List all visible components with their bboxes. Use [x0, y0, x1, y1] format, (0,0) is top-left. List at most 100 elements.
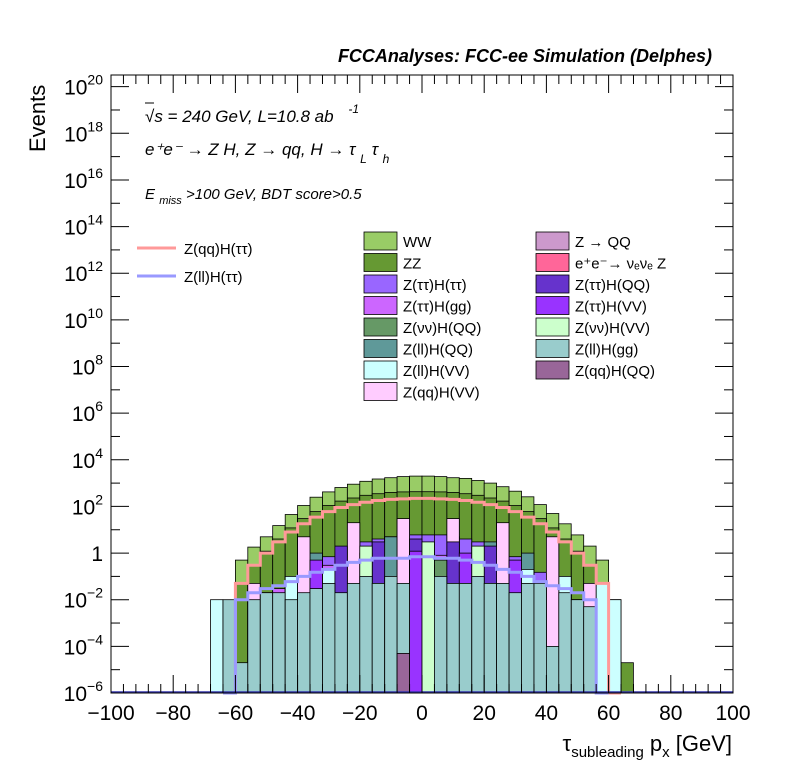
- bar-13-22: [521, 583, 535, 694]
- legend-col2-label-5: Z(ll)H(gg): [575, 342, 638, 359]
- cuts-sub: miss: [159, 195, 182, 207]
- bar-13-15: [433, 576, 448, 694]
- bar-13-4: [272, 592, 286, 694]
- bar-14-0: [396, 653, 410, 694]
- legend-col2-label-0: Z → QQ: [575, 234, 631, 251]
- legend-col2-swatch-0: [535, 231, 570, 251]
- y-tick-label-13: 1020: [64, 72, 103, 100]
- legend-col2-swatch-1: [535, 253, 570, 272]
- bar-13-18: [471, 576, 485, 694]
- x-tick-label-4: −20: [342, 702, 378, 725]
- bar-13-13: [384, 576, 398, 694]
- y-tick-label-12: 1018: [64, 118, 103, 146]
- y-tick-label-3: 1: [91, 543, 103, 566]
- bar-12-1: [421, 541, 435, 694]
- legend-col1-swatch-3: [363, 296, 398, 315]
- bar-13-10: [346, 583, 361, 694]
- y-axis-title: Events: [25, 85, 50, 152]
- legend-col1-label-1: ZZ: [403, 256, 421, 273]
- x-tick-label-7: 40: [535, 702, 558, 725]
- legend-label-left-0: Z(qq)H(ττ): [184, 241, 253, 258]
- process-sub-2: h: [383, 152, 390, 166]
- y-tick-label-9: 1012: [64, 258, 103, 286]
- y-tick-label-7: 108: [72, 352, 103, 380]
- legend-col2-label-2: Z(ττ)H(QQ): [575, 277, 650, 294]
- chart-banner: FCCAnalyses: FCC-ee Simulation (Delphes): [338, 46, 712, 66]
- bar-6-0: [210, 599, 224, 694]
- legend-col2-swatch-5: [535, 339, 570, 358]
- layer-14: [396, 653, 410, 694]
- bar-1-32: [620, 662, 634, 694]
- energy-text: √s = 240 GeV, L=10.8 ab: [145, 107, 334, 126]
- bar-13-26: [570, 599, 585, 694]
- y-tick-label-8: 1010: [64, 305, 103, 333]
- energy-exponent: -1: [348, 102, 359, 116]
- legend-col1-swatch-5: [363, 339, 398, 358]
- bar-13-6: [297, 592, 311, 694]
- bar-13-0: [222, 599, 236, 694]
- legend-col1-swatch-1: [363, 253, 398, 272]
- x-tick-label-3: −40: [280, 702, 316, 725]
- bar-13-5: [284, 599, 299, 694]
- cuts-pre: E: [145, 186, 156, 203]
- y-tick-label-11: 1016: [64, 165, 103, 193]
- bar-13-21: [508, 592, 522, 694]
- axes: −100 −80 −60 −40 −20 0 20 40 60 80 100 10−6 10−4 10−2…: [64, 72, 751, 725]
- svg-text:E miss >100 GeV, B: E miss >100 GeV, BDT score>0.5: [145, 186, 362, 208]
- legend-col1-swatch-7: [363, 382, 398, 401]
- x-tick-label-9: 80: [659, 702, 682, 725]
- process-mid: τ: [372, 140, 380, 159]
- legend-col2-swatch-4: [535, 317, 570, 337]
- y-tick-label-2: 10−2: [64, 585, 104, 613]
- legend-col1-label-2: Z(ττ)H(ττ): [403, 277, 467, 294]
- bar-13-8: [322, 583, 336, 694]
- legend-col1-label-3: Z(ττ)H(gg): [403, 299, 472, 316]
- x-tick-label-1: −80: [155, 702, 191, 725]
- bar-6-10: [608, 599, 622, 694]
- legend-col2-swatch-3: [535, 296, 570, 315]
- x-tick-label-6: 20: [473, 702, 496, 725]
- x-tick-label-8: 60: [597, 702, 620, 725]
- annotation-cuts: E miss >100 GeV, BDT score>0.5: [145, 186, 362, 208]
- bar-13-2: [247, 599, 261, 694]
- legend-col2-label-6: Z(qq)H(QQ): [575, 363, 655, 380]
- legend-col1-swatch-4: [363, 317, 398, 337]
- bar-13-27: [583, 606, 597, 694]
- overlay-line-1: [223, 555, 609, 695]
- legend-col2-swatch-2: [535, 274, 570, 294]
- bar-13-24: [546, 646, 560, 694]
- legend-col1-label-0: WW: [403, 234, 432, 251]
- legend-col2-label-4: Z(νν)H(VV): [575, 320, 650, 337]
- legend-col1-swatch-0: [363, 231, 398, 251]
- legend-col2-label-1: e⁺e⁻→ νₑνₑ Z: [575, 256, 666, 273]
- annotation-process: e⁺e⁻ → Z H, Z → qq, H → τ L τ h: [145, 140, 390, 166]
- y-tick-label-0: 10−6: [64, 678, 104, 706]
- bar-13-25: [558, 592, 572, 694]
- bar-13-20: [496, 583, 510, 694]
- legend-col1-label-5: Z(ll)H(QQ): [403, 342, 473, 359]
- bar-13-1: [234, 662, 249, 694]
- y-tick-label-6: 106: [72, 398, 103, 426]
- legend: Z(qq)H(ττ) Z(ll)H(ττ) WW ZZ Z(ττ)H(ττ) Z(ττ)H…: [137, 231, 666, 402]
- bar-13-23: [533, 583, 547, 694]
- cuts-post: >100 GeV, BDT score>0.5: [186, 186, 362, 203]
- bar-13-19: [483, 583, 498, 694]
- legend-col1-label-7: Z(qq)H(VV): [403, 385, 480, 402]
- legend-col1-swatch-2: [363, 274, 398, 294]
- bar-13-11: [359, 576, 373, 694]
- y-tick-label-10: 1014: [64, 212, 103, 240]
- bar-13-7: [309, 588, 323, 694]
- process-sub-1: L: [360, 152, 367, 166]
- bar-13-17: [458, 583, 473, 694]
- bar-13-9: [334, 592, 348, 694]
- annotation-energy: √s = 240 GeV, L=10.8 ab -1: [145, 102, 359, 126]
- bar-6-9: [595, 583, 610, 694]
- y-tick-label-1: 10−4: [64, 631, 104, 659]
- overlay-line-0: [223, 496, 621, 695]
- svg-text:√s = 240 GeV, L=10.8 ab: √s = 240 GeV, L=10.8 ab -1: [145, 102, 359, 126]
- legend-label-left-1: Z(ll)H(ττ): [184, 269, 243, 286]
- y-tick-label-5: 104: [72, 445, 103, 473]
- x-tick-label-0: −100: [87, 702, 134, 725]
- legend-col1-swatch-6: [363, 360, 398, 380]
